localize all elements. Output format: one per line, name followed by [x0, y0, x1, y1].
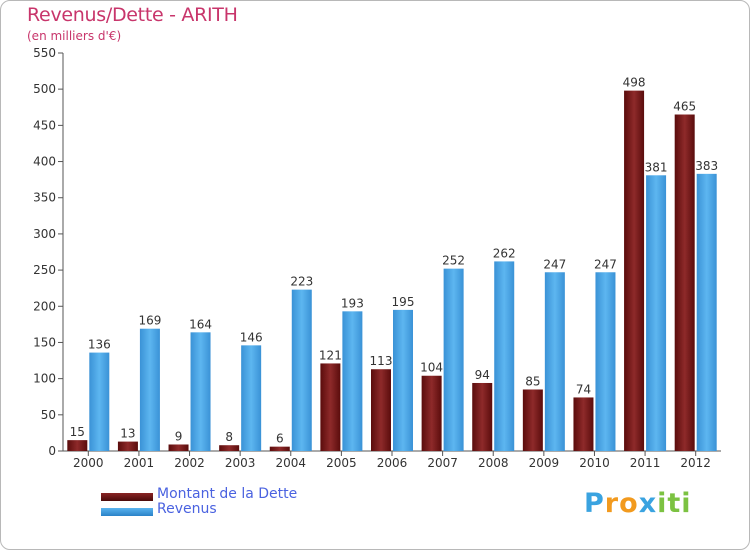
- legend-label-debt: Montant de la Dette: [157, 486, 298, 502]
- bar-debt: [168, 444, 189, 451]
- y-tick-label: 100: [33, 372, 56, 386]
- data-label-debt: 15: [70, 425, 85, 439]
- bar-revenue: [291, 289, 312, 451]
- data-label-revenue: 223: [290, 275, 313, 289]
- x-tick-label: 2004: [275, 456, 306, 470]
- data-label-debt: 121: [319, 348, 342, 362]
- x-tick-label: 2003: [225, 456, 256, 470]
- bar-revenue: [139, 328, 160, 451]
- y-tick-label: 50: [41, 408, 56, 422]
- data-label-debt: 113: [370, 354, 393, 368]
- legend-swatch-revenue: [101, 508, 153, 516]
- bar-revenue: [241, 345, 262, 451]
- bar-revenue: [443, 268, 464, 451]
- y-tick-label: 300: [33, 227, 56, 241]
- bar-debt: [117, 441, 138, 451]
- data-label-debt: 13: [120, 427, 135, 441]
- bar-revenue: [696, 173, 717, 451]
- data-label-debt: 465: [673, 100, 696, 114]
- chart-title: Revenus/Dette - ARITH: [27, 4, 238, 26]
- data-label-revenue: 247: [594, 257, 617, 271]
- data-label-revenue: 195: [392, 295, 415, 309]
- bar-debt: [674, 114, 695, 451]
- bar-debt: [472, 382, 493, 451]
- logo-letter: r: [604, 488, 620, 519]
- data-label-debt: 8: [225, 430, 233, 444]
- bar-debt: [269, 446, 290, 451]
- data-label-revenue: 193: [341, 296, 364, 310]
- data-label-debt: 9: [175, 429, 183, 443]
- bar-revenue: [494, 261, 515, 451]
- y-tick-label: 400: [33, 155, 56, 169]
- y-tick-label: 500: [33, 82, 56, 96]
- y-tick-label: 200: [33, 299, 56, 313]
- logo-letter: o: [619, 488, 639, 519]
- data-label-debt: 74: [576, 382, 591, 396]
- legend-swatch-debt: [101, 493, 153, 501]
- bar-revenue: [595, 272, 616, 451]
- bar-debt: [320, 363, 341, 451]
- x-tick-label: 2012: [680, 456, 711, 470]
- bar-debt: [67, 440, 88, 451]
- data-label-debt: 6: [276, 432, 284, 446]
- x-tick-label: 2001: [124, 456, 155, 470]
- data-label-revenue: 136: [88, 338, 111, 352]
- data-label-revenue: 169: [138, 314, 161, 328]
- bar-revenue: [89, 352, 110, 451]
- logo-letter: i: [681, 488, 692, 519]
- x-tick-label: 2009: [529, 456, 560, 470]
- y-tick-label: 350: [33, 191, 56, 205]
- data-label-revenue: 247: [543, 257, 566, 271]
- x-tick-label: 2008: [478, 456, 509, 470]
- data-label-revenue: 252: [442, 254, 465, 268]
- y-tick-label: 0: [48, 444, 56, 458]
- chart-subtitle: (en milliers d'€): [27, 29, 122, 43]
- data-label-debt: 104: [420, 361, 443, 375]
- data-label-revenue: 164: [189, 317, 212, 331]
- data-label-revenue: 146: [240, 330, 263, 344]
- bar-debt: [624, 90, 645, 451]
- x-tick-label: 2007: [427, 456, 458, 470]
- data-label-revenue: 383: [695, 159, 718, 173]
- bar-debt: [421, 375, 442, 451]
- logo-letter: t: [667, 488, 682, 519]
- bar-revenue: [544, 272, 565, 451]
- data-label-debt: 85: [525, 374, 540, 388]
- x-tick-label: 2011: [630, 456, 661, 470]
- logo-letter: i: [657, 488, 668, 519]
- y-tick-label: 150: [33, 335, 56, 349]
- x-tick-label: 2002: [174, 456, 205, 470]
- logo-letter: P: [584, 488, 605, 519]
- data-label-revenue: 381: [645, 160, 668, 174]
- x-tick-label: 2006: [377, 456, 408, 470]
- bar-debt: [371, 369, 391, 451]
- bar-revenue: [190, 332, 211, 451]
- data-label-revenue: 262: [493, 246, 516, 260]
- bar-debt: [219, 445, 240, 451]
- x-tick-label: 2010: [579, 456, 610, 470]
- x-tick-label: 2000: [73, 456, 104, 470]
- data-label-debt: 94: [475, 368, 490, 382]
- bar-revenue: [393, 309, 413, 451]
- y-tick-label: 450: [33, 118, 56, 132]
- x-tick-label: 2005: [326, 456, 357, 470]
- bar-debt: [573, 397, 594, 451]
- logo-letter: x: [638, 488, 658, 519]
- y-tick-label: 550: [33, 46, 56, 60]
- bar-debt: [522, 389, 543, 451]
- bar-revenue: [342, 311, 363, 451]
- data-label-debt: 498: [623, 76, 646, 90]
- proxiti-logo: Proxiti: [584, 488, 692, 519]
- legend-label-revenue: Revenus: [157, 501, 217, 517]
- y-tick-label: 250: [33, 263, 56, 277]
- bar-revenue: [646, 175, 667, 451]
